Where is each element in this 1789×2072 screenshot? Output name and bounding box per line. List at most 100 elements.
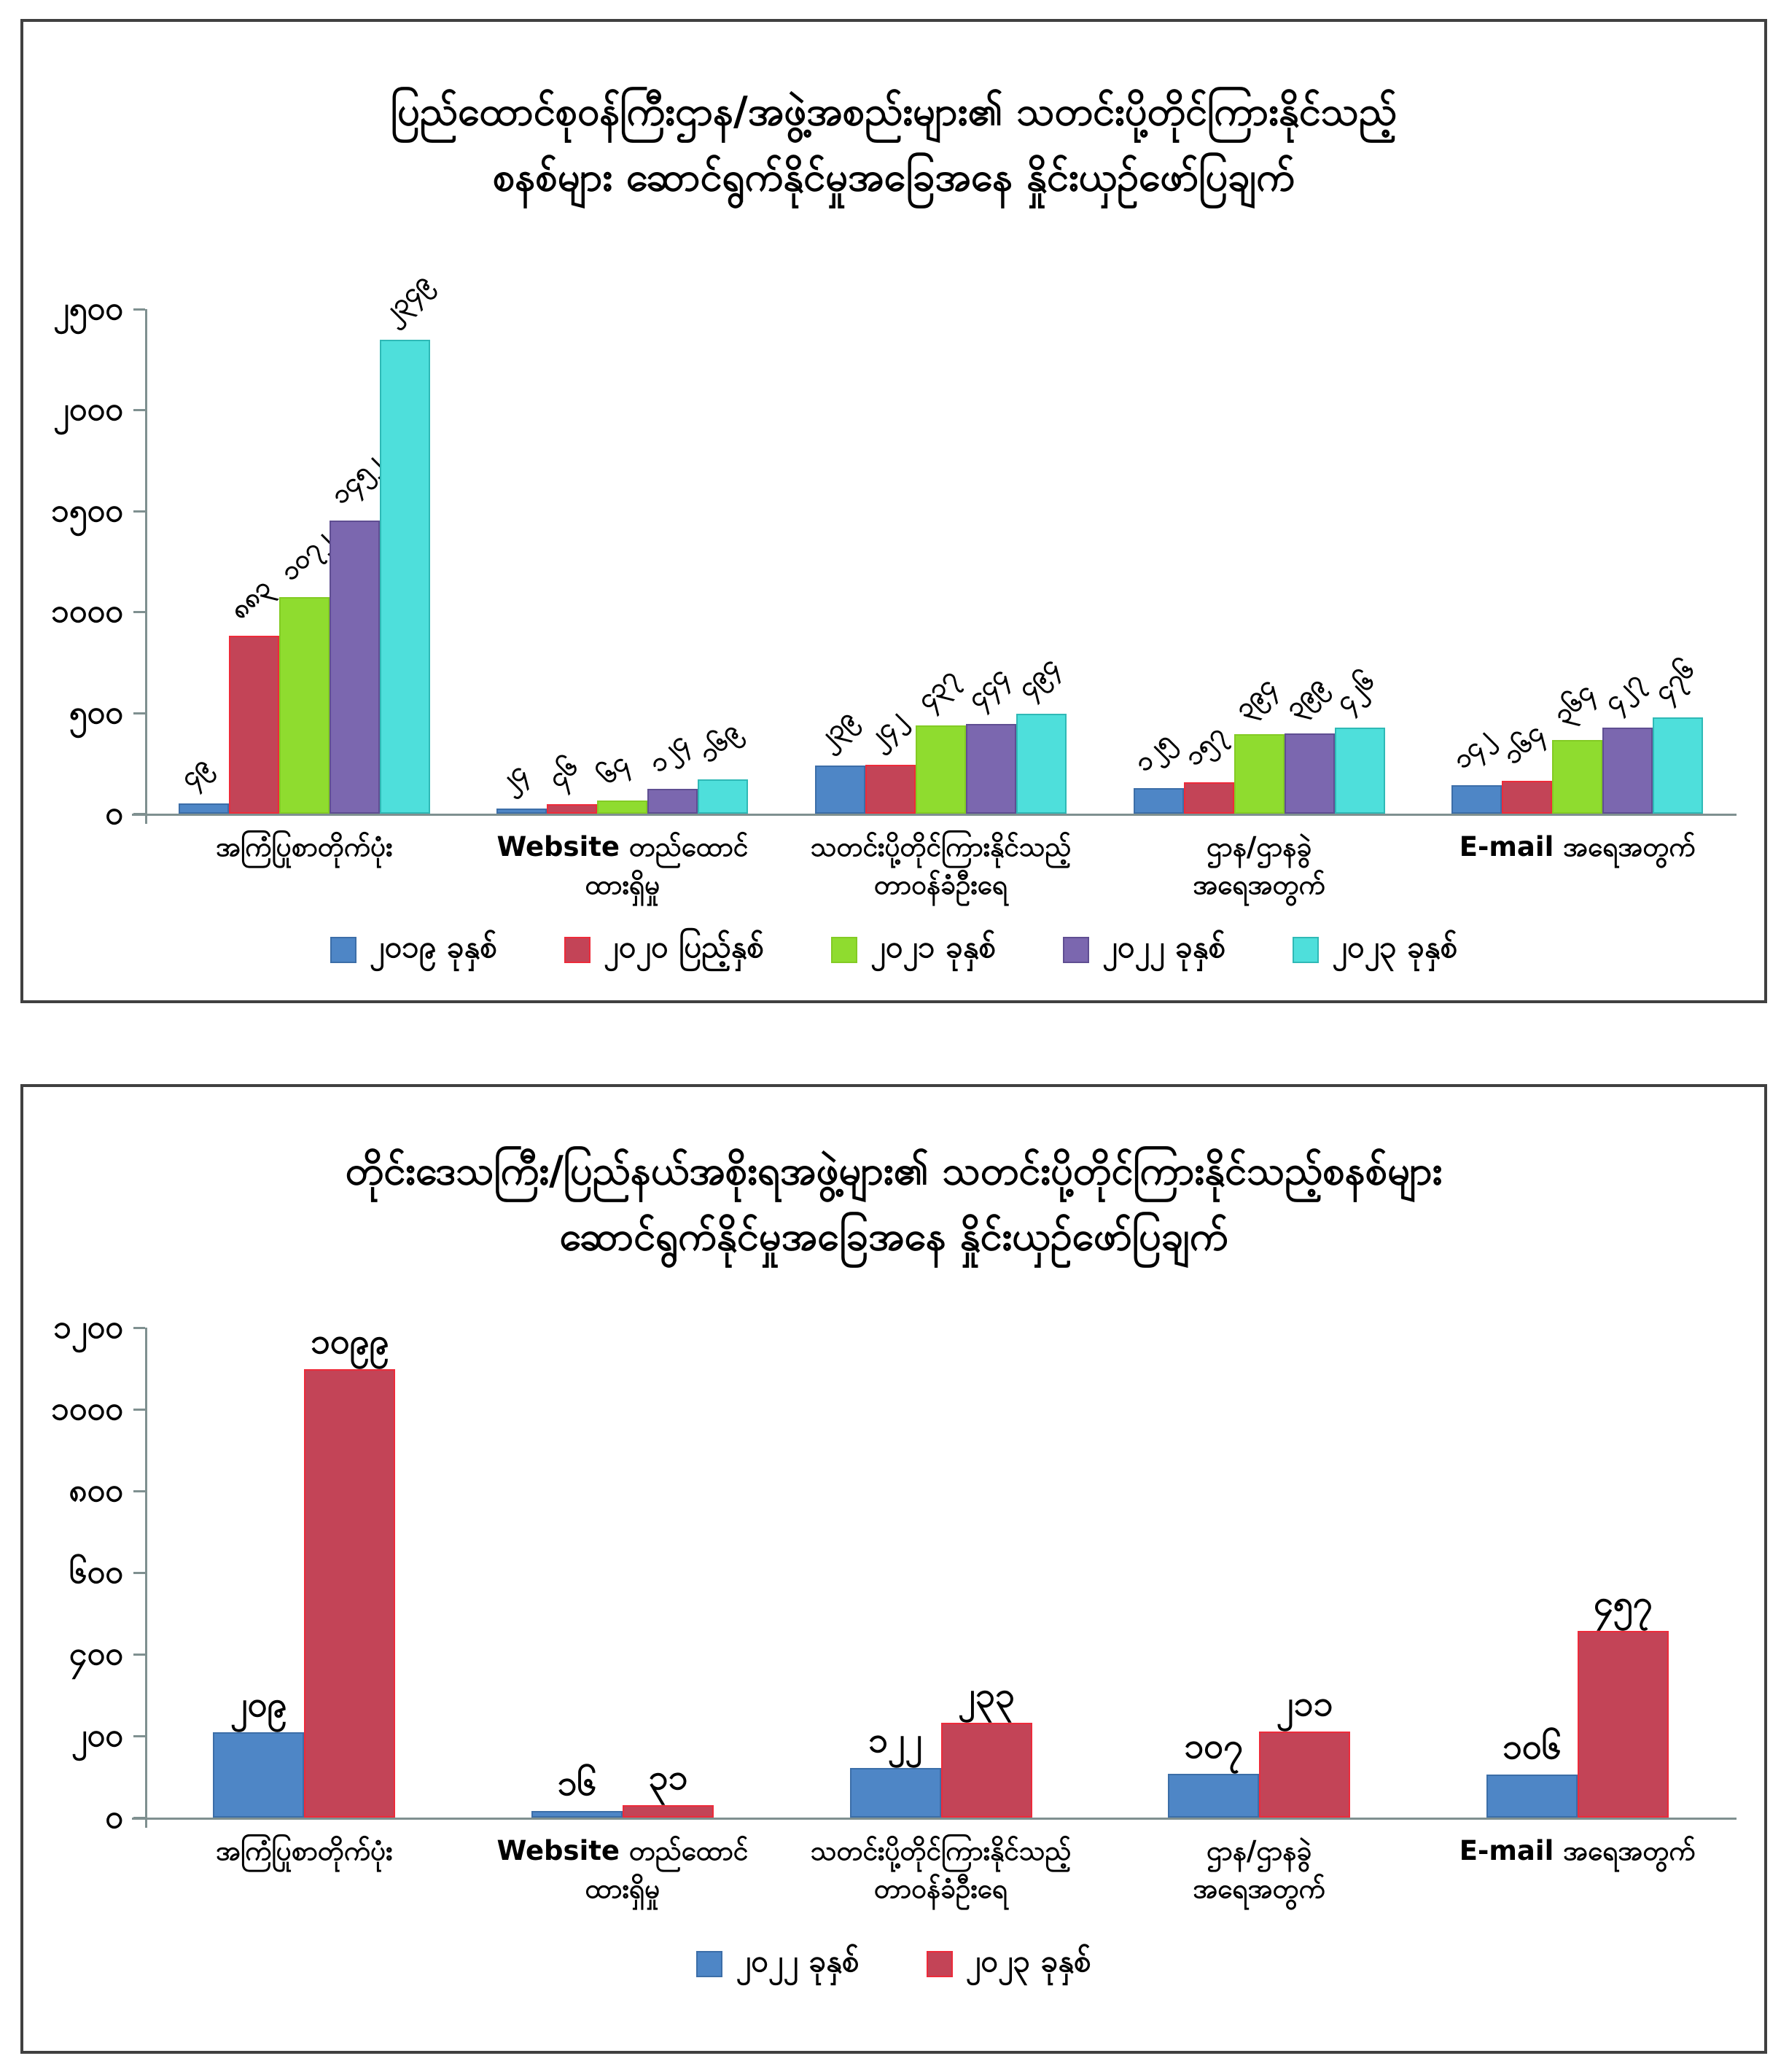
- y-tick-mark: [133, 1654, 145, 1656]
- bar-value-label: ၁၄၅၂: [324, 448, 386, 510]
- legend-label: ၂၀၁၉ ခုနှစ်: [369, 929, 497, 965]
- bar-value-label: ၆၄: [592, 748, 635, 790]
- x-category-label: ဌာန/ဌာနခွဲ: [1207, 831, 1312, 862]
- y-tick-mark: [133, 712, 145, 714]
- bar-value-label: ၃၉၄: [1228, 671, 1282, 724]
- bar: [213, 1732, 305, 1818]
- legend-swatch: [926, 1951, 953, 1977]
- legend-item: ၂၀၂၃ ခုနှစ်: [1293, 927, 1457, 973]
- bar: [1284, 733, 1335, 814]
- y-axis-tick-label: ၂၅၀၀: [53, 290, 123, 327]
- x-category-label: အကြံပြုစာတိုက်ပုံး: [216, 1835, 393, 1866]
- y-tick-mark: [133, 308, 145, 311]
- legend-item: ၂၀၂၂ ခုနှစ်: [696, 1941, 860, 1987]
- legend-label: ၂၀၂၂ ခုနှစ်: [1102, 929, 1226, 965]
- bar: [1259, 1731, 1351, 1818]
- y-axis-tick-label: ၁၀၀၀: [51, 1390, 123, 1428]
- y-axis-tick-label: ၂၀၀၀: [53, 391, 123, 429]
- x-axis-line: [132, 1818, 1737, 1820]
- bar: [531, 1811, 623, 1818]
- bottom-chart-panel: တိုင်းဒေသကြီး/ပြည်နယ်အစိုးရအဖွဲ့များ၏ သတ…: [20, 1084, 1767, 2054]
- y-tick-mark: [133, 1409, 145, 1411]
- legend-label: ၂၀၂၁ ခုနှစ်: [870, 929, 997, 965]
- bar: [329, 521, 380, 814]
- y-axis-tick-label: ၁၂၀၀: [53, 1309, 123, 1346]
- bar-value-label: ၄၂၆: [1329, 666, 1381, 717]
- x-category-label-line2: ထားရှိမှု: [585, 869, 660, 900]
- bar-value-label: ၄၅၇: [1593, 1583, 1653, 1624]
- bar: [698, 779, 749, 814]
- y-axis-tick-label: ၆၀၀: [69, 1554, 123, 1591]
- y-tick-mark: [133, 1735, 145, 1737]
- bar: [1183, 782, 1234, 814]
- bar-value-label: ၁၅၇: [1178, 718, 1231, 771]
- bar: [865, 765, 916, 814]
- top-chart-plot-area: ၀ ၅၀၀ ၁၀၀၀ ၁၅၀၀ ၂၀၀၀ ၂၅၀၀ ၄၉ ၈၈၃ ၁၀၇၂ ၁၄၅၂ ၂၃၄၉ အကြ…: [23, 22, 1770, 1006]
- legend-swatch: [330, 937, 356, 963]
- x-category-label-line2: တာဝန်ခံဦးရေ: [873, 1873, 1008, 1904]
- bar: [1451, 784, 1502, 814]
- top-chart-legend: ၂၀၁၉ ခုနှစ် ၂၀၂၀ ပြည့်နှစ် ၂၀၂၁ ခုနှစ် ၂၀၂၂…: [23, 924, 1764, 975]
- y-tick-mark: [133, 409, 145, 412]
- bar: [815, 765, 865, 814]
- bar: [940, 1722, 1032, 1818]
- y-axis-line: [145, 1328, 147, 1828]
- bar-value-label: ၃၁: [648, 1756, 688, 1798]
- y-axis-tick-label: ၈၀၀: [69, 1472, 123, 1509]
- bar-value-label: ၁၆၄: [1497, 717, 1550, 771]
- bar-value-label: ၁၀၉၉: [310, 1320, 389, 1362]
- x-axis-line: [132, 814, 1737, 816]
- x-category-label: E-mail အရေအတွက်: [1459, 831, 1696, 862]
- y-tick-mark: [133, 611, 145, 614]
- y-tick-mark: [133, 1327, 145, 1329]
- bottom-chart-title-line2: ဆောင်ရွက်နိုင်မှုအခြေအနေ နှိုင်းယှဉ်ဖော်…: [559, 1213, 1228, 1259]
- bar-value-label: ၈၈၃: [223, 572, 277, 625]
- bar: [1334, 728, 1385, 814]
- x-category-label: အကြံပြုစာတိုက်ပုံး: [216, 831, 393, 862]
- y-axis-tick-label: ၀: [105, 1799, 123, 1836]
- bar: [1168, 1774, 1260, 1818]
- bar-value-label: ၁၀၇၂: [273, 525, 336, 587]
- bottom-chart-legend: ၂၀၂၂ ခုနှစ် ၂၀၂၃ ခုနှစ်: [23, 1939, 1764, 1990]
- bar-value-label: ၄၆: [542, 752, 585, 794]
- x-category-label-line2: တာဝန်ခံဦးရေ: [873, 869, 1008, 900]
- bar-value-label: ၁၆၉: [693, 716, 746, 769]
- y-axis-tick-label: ၂၀၀: [71, 1717, 123, 1754]
- bar: [379, 339, 430, 814]
- bar: [647, 788, 698, 814]
- bar: [304, 1368, 396, 1818]
- y-tick-mark: [133, 510, 145, 513]
- bar: [597, 801, 648, 814]
- bar: [1016, 714, 1067, 814]
- legend-swatch: [830, 937, 857, 963]
- x-category-label: E-mail အရေအတွက်: [1459, 1835, 1696, 1866]
- bar-value-label: ၃၆၄: [1547, 677, 1600, 730]
- bar-value-label: ၁၆: [557, 1763, 597, 1804]
- bar: [1233, 733, 1285, 814]
- top-chart-panel: ပြည်ထောင်စုဝန်ကြီးဌာန/အဖွဲ့အစည်းများ၏ သတ…: [20, 19, 1767, 1003]
- y-axis-tick-label: ၅၀၀: [69, 693, 123, 731]
- bar-value-label: ၄၄၄: [961, 661, 1014, 714]
- x-category-label-line2: ထားရှိမှု: [585, 1873, 660, 1904]
- y-axis-tick-label: ၁၅၀၀: [51, 491, 123, 529]
- bar-value-label: ၄၉: [173, 751, 216, 793]
- bar: [228, 635, 279, 814]
- bar: [1133, 788, 1184, 814]
- bar: [1602, 727, 1653, 814]
- bar: [496, 809, 547, 814]
- bar-value-label: ၁၂၂: [868, 1719, 923, 1761]
- y-axis-tick-label: ၄၀၀: [69, 1635, 123, 1672]
- bar-value-label: ၂၀၉: [230, 1683, 287, 1725]
- legend-swatch: [696, 1951, 723, 1977]
- bar: [1552, 740, 1603, 814]
- y-tick-mark: [133, 813, 145, 815]
- bar: [1577, 1631, 1669, 1818]
- y-axis-tick-label: ၁၀၀၀: [51, 593, 123, 631]
- legend-label: ၂၀၂၃ ခုနှစ်: [1332, 929, 1458, 965]
- x-category-label: ဌာန/ဌာနခွဲ: [1207, 1835, 1312, 1866]
- legend-item: ၂၀၂၀ ပြည့်နှစ်: [564, 927, 764, 973]
- bar-value-label: ၄၉၄: [1011, 650, 1064, 704]
- y-tick-mark: [133, 1572, 145, 1574]
- bar: [178, 803, 229, 814]
- x-category-label: Website တည်ထောင်: [496, 831, 749, 862]
